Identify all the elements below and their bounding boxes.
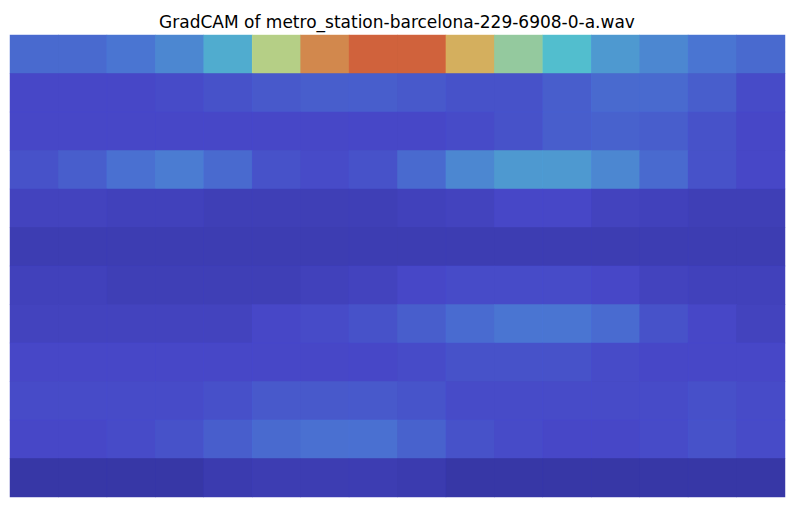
svg-text:GradCAM of metro_station-barce: GradCAM of metro_station-barcelona-229-6… [159,12,635,33]
